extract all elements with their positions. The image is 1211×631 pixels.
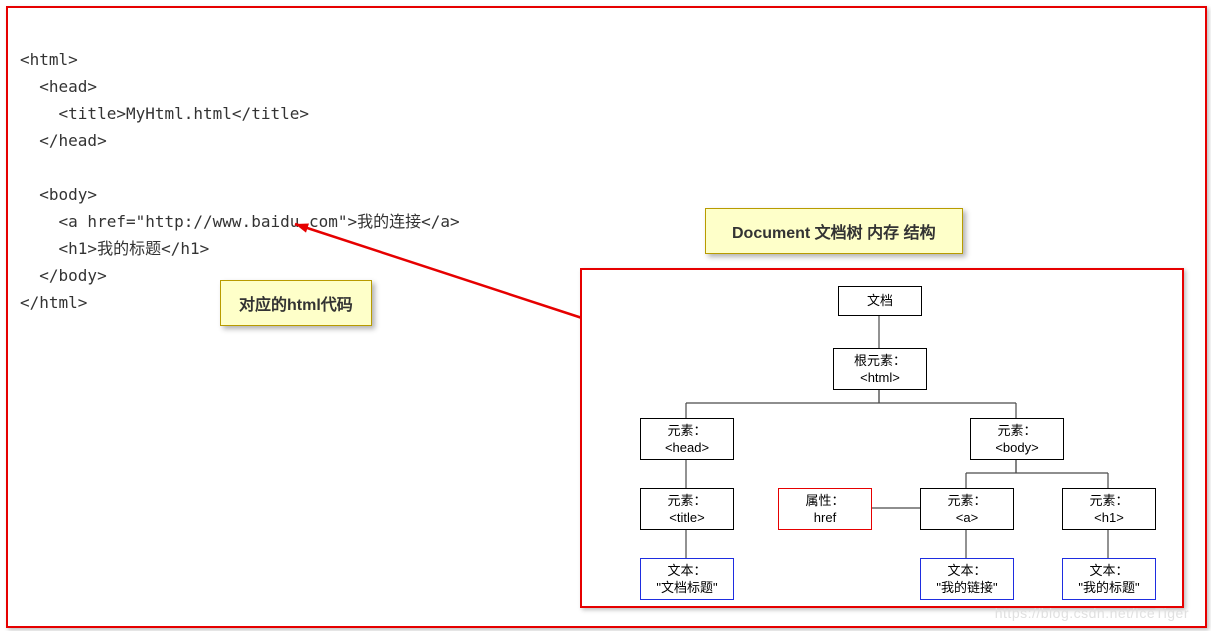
watermark: https://blog.csdn.net/IceTiger: [995, 605, 1189, 621]
callout-title-label: Document 文档树 内存 结构: [705, 208, 963, 254]
code-block: <html> <head> <title>MyHtml.html</title>…: [20, 46, 460, 316]
tree-node-head: 元素： <head>: [640, 418, 734, 460]
tree-node-html: 根元素： <html>: [833, 348, 927, 390]
tree-node-body: 元素： <body>: [970, 418, 1064, 460]
dom-tree-diagram: 文档根元素： <html> 元素： <head> 元素： <body> 元素： <ti…: [580, 268, 1184, 608]
tree-node-href: 属性： href: [778, 488, 872, 530]
tree-node-doc: 文档: [838, 286, 922, 316]
tree-node-h1: 元素： <h1>: [1062, 488, 1156, 530]
tree-node-t3: 文本： "我的标题": [1062, 558, 1156, 600]
tree-node-title: 元素： <title>: [640, 488, 734, 530]
tree-node-a: 元素： <a>: [920, 488, 1014, 530]
tree-node-t1: 文本： "文档标题": [640, 558, 734, 600]
tree-node-t2: 文本： "我的链接": [920, 558, 1014, 600]
callout-code-label: 对应的html代码: [220, 280, 372, 326]
